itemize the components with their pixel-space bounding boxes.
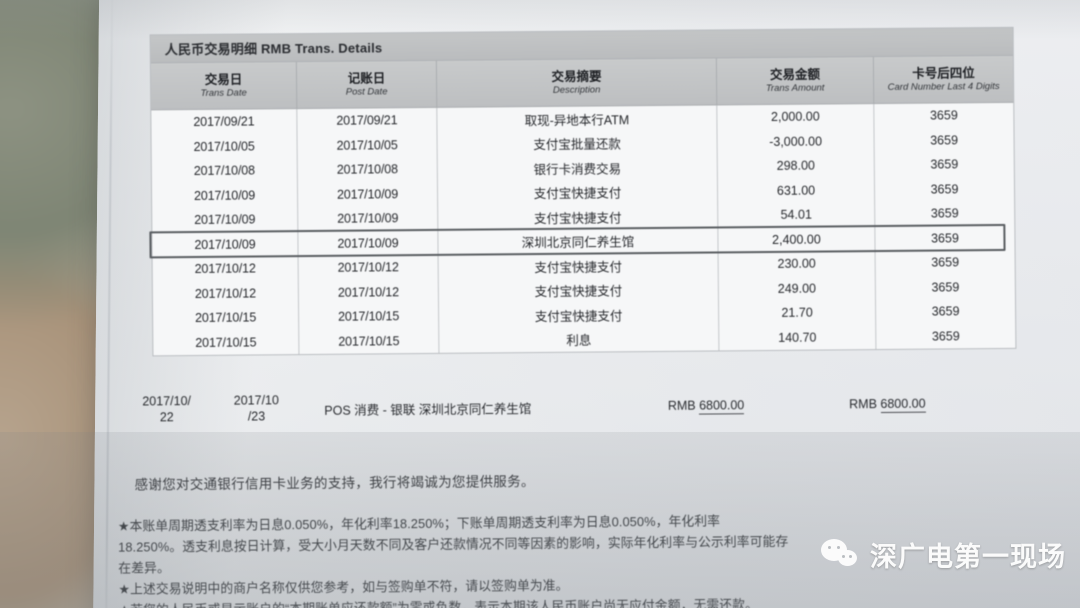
cell-post_date: 2017/10/12	[298, 279, 439, 306]
cell-trans_date: 2017/10/15	[153, 305, 300, 331]
cell-card_last4: 3659	[931, 255, 960, 270]
cell-amount: 249.00	[718, 275, 876, 302]
cell-description: 取现-异地本行ATM	[437, 105, 718, 133]
cell-description: 支付宝批量还款	[437, 129, 718, 157]
cell-trans_date: 2017/10/09	[152, 231, 299, 258]
cell-post_date: 2017/10/15	[299, 303, 440, 330]
column-header-description: 交易摘要 Description	[436, 58, 718, 107]
pos-billed-value: 6800.00	[880, 396, 926, 414]
cell-trans_date: 2017/10/09	[151, 182, 299, 209]
column-header-cn: 交易日	[204, 72, 243, 87]
channel-watermark: 深广电第一现场	[821, 535, 1066, 574]
cell-amount: -3,000.00	[717, 128, 875, 155]
cell-amount: 230.00	[718, 251, 876, 277]
cell-card_last4: 3659	[930, 157, 959, 172]
cell-description: 支付宝快捷支付	[437, 178, 719, 206]
table-header-row: 交易日 Trans Date 记账日 Post Date 交易摘要 Descri…	[150, 55, 1014, 111]
wechat-icon	[821, 538, 861, 571]
cell-amount: 2,400.00	[718, 226, 876, 253]
cell-post_date: 2017/10/15	[299, 328, 440, 355]
column-header-post-date: 记账日 Post Date	[296, 60, 438, 109]
cell-amount: 54.01	[718, 202, 876, 228]
watermark-label: 深广电第一现场	[870, 542, 1066, 572]
column-header-cn: 交易金额	[769, 67, 821, 82]
pos-trans-date: 2017/10/ 22	[121, 394, 213, 426]
cell-description: 利息	[439, 325, 720, 353]
cell-card_last4: 3659	[930, 133, 959, 148]
thanks-note: 感谢您对交通银行信用卡业务的支持，我行将竭诚为您提供服务。	[134, 474, 535, 493]
cell-description: 银行卡消费交易	[437, 154, 718, 182]
pos-post-date-line2: /23	[247, 409, 266, 424]
cell-trans_date: 2017/10/08	[151, 158, 298, 184]
cell-amount: 298.00	[717, 153, 875, 179]
column-header-en: Description	[552, 84, 601, 96]
cell-card_last4: 3659	[931, 329, 960, 344]
pos-billed-amount: RMB 6800.00	[849, 396, 1021, 414]
cell-post_date: 2017/10/09	[298, 205, 439, 232]
pos-amount: RMB 6800.00	[667, 397, 849, 415]
column-header-card-last4: 卡号后四位 Card Number Last 4 Digits	[874, 56, 1013, 103]
table-body: 2017/09/21 2017/09/21 取现-异地本行ATM 2,000.00 36…	[149, 103, 1015, 356]
cell-description: 深圳北京同仁养生馆	[438, 227, 719, 255]
pos-amount-value: 6800.00	[699, 398, 745, 415]
cell-trans_date: 2017/10/12	[152, 256, 299, 282]
cell-card_last4: 3659	[930, 182, 959, 197]
pos-post-date: 2017/10 /23	[212, 393, 300, 425]
column-header-en: Trans Amount	[765, 82, 825, 94]
cell-card_last4: 3659	[929, 108, 958, 123]
cell-trans_date: 2017/09/21	[151, 109, 298, 135]
cell-description: 支付宝快捷支付	[438, 301, 720, 329]
pos-post-date-line1: 2017/10	[233, 393, 279, 409]
column-header-cn: 记账日	[347, 71, 386, 86]
cell-description: 支付宝快捷支付	[438, 252, 719, 280]
cell-post_date: 2017/10/05	[297, 132, 438, 159]
column-header-cn: 交易摘要	[551, 69, 602, 84]
cell-post_date: 2017/10/08	[297, 156, 438, 183]
cell-description: 支付宝快捷支付	[438, 276, 719, 304]
cell-trans_date: 2017/10/15	[153, 329, 300, 356]
pos-trans-date-line2: 22	[159, 410, 174, 425]
column-header-en: Trans Date	[200, 87, 247, 99]
cell-trans_date: 2017/10/05	[151, 133, 298, 160]
cell-trans_date: 2017/10/09	[152, 207, 299, 233]
cell-description: 支付宝快捷支付	[438, 203, 719, 231]
pos-amount-currency: RMB	[667, 398, 696, 413]
cell-card_last4: 3659	[930, 231, 959, 246]
cell-amount: 140.70	[719, 324, 877, 351]
cell-post_date: 2017/09/21	[297, 107, 438, 134]
pos-description: POS 消费 - 银联 深圳北京同仁养生馆	[324, 401, 532, 418]
cell-post_date: 2017/10/12	[298, 254, 439, 281]
rmb-transaction-table: 人民币交易明细 RMB Trans. Details 交易日 Trans Dat…	[149, 26, 1017, 357]
column-header-trans-amount: 交易金额 Trans Amount	[716, 57, 875, 105]
cell-trans_date: 2017/10/12	[152, 280, 300, 307]
cell-card_last4: 3659	[931, 280, 960, 295]
fine-print: ★本账单周期透支利率为日息0.050%，年化利率18.250%；下账单周期透支利…	[118, 509, 839, 608]
column-header-en: Card Number Last 4 Digits	[887, 80, 1000, 93]
column-header-trans-date: 交易日 Trans Date	[150, 62, 298, 110]
column-header-en: Post Date	[345, 86, 388, 98]
pos-trans-date-line1: 2017/10/	[142, 394, 192, 409]
cell-amount: 2,000.00	[717, 104, 875, 130]
cell-card_last4: 3659	[930, 206, 959, 221]
cell-amount: 21.70	[718, 300, 877, 326]
cell-card_last4: 3659	[931, 304, 960, 319]
cell-post_date: 2017/10/09	[298, 230, 439, 257]
column-header-cn: 卡号后四位	[912, 65, 975, 81]
cell-post_date: 2017/10/09	[297, 181, 439, 208]
pos-billed-currency: RMB	[849, 397, 877, 412]
pos-entry-row: 2017/10/ 22 2017/10 /23 POS 消费 - 银联 深圳北京…	[121, 374, 1021, 440]
cell-amount: 631.00	[717, 177, 876, 204]
